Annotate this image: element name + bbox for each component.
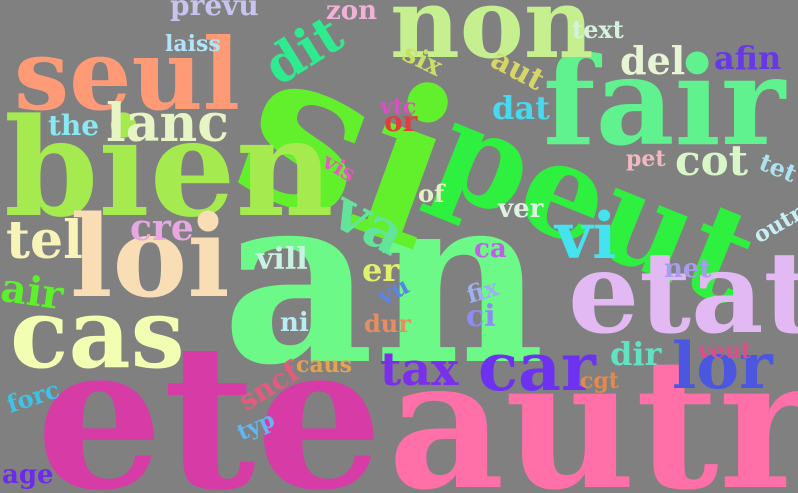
word-ete: ete bbox=[36, 300, 383, 493]
word-ca: ca bbox=[474, 234, 507, 264]
word-vi: vi bbox=[555, 199, 617, 274]
word-etat: etat bbox=[568, 228, 798, 359]
word-dat: dat bbox=[492, 89, 550, 127]
word-lor: lor bbox=[672, 329, 773, 404]
word-lanc: lanc bbox=[106, 93, 229, 154]
word-non: non bbox=[390, 0, 594, 80]
word-or: or bbox=[384, 105, 418, 138]
word-text: text bbox=[572, 15, 624, 44]
word-net: net bbox=[664, 254, 712, 284]
word-ni: ni bbox=[280, 308, 309, 338]
word-pet: pet bbox=[626, 146, 666, 172]
word-dir: dir bbox=[610, 335, 662, 373]
word-prevu: prevu bbox=[170, 0, 259, 22]
word-cgt: cgt bbox=[580, 368, 619, 394]
word-ci: ci bbox=[466, 299, 496, 334]
word-fair: fair bbox=[543, 29, 786, 173]
word-air: air bbox=[0, 264, 67, 320]
word-loi: loi bbox=[70, 192, 230, 323]
word-the: the bbox=[48, 109, 100, 142]
word-an: an bbox=[222, 141, 546, 417]
word-dur: dur bbox=[364, 309, 411, 338]
word-afin: afin bbox=[714, 39, 782, 77]
word-laiss: laiss bbox=[165, 31, 221, 57]
word-tel: tel bbox=[6, 210, 83, 271]
word-cot: cot bbox=[675, 136, 748, 185]
word-autr: autr bbox=[388, 319, 798, 493]
word-ver: ver bbox=[498, 194, 544, 224]
word-seul: seul bbox=[14, 18, 241, 133]
word-vill: vill bbox=[256, 242, 308, 277]
word-zon: zon bbox=[326, 0, 378, 26]
word-caus: caus bbox=[296, 352, 353, 378]
word-cre: cre bbox=[130, 207, 194, 249]
word-tet: tet bbox=[755, 147, 798, 189]
word-er: er bbox=[362, 251, 400, 289]
word-vtc: vtc bbox=[380, 94, 417, 120]
word-del: del bbox=[620, 38, 686, 83]
word-car: car bbox=[478, 328, 596, 406]
word-cas: cas bbox=[10, 277, 185, 390]
word-tax: tax bbox=[380, 342, 459, 396]
word-veut: veut bbox=[698, 338, 751, 364]
word-bien: bien bbox=[4, 88, 334, 247]
word-age: age bbox=[2, 460, 54, 490]
word-of: of bbox=[418, 179, 445, 208]
